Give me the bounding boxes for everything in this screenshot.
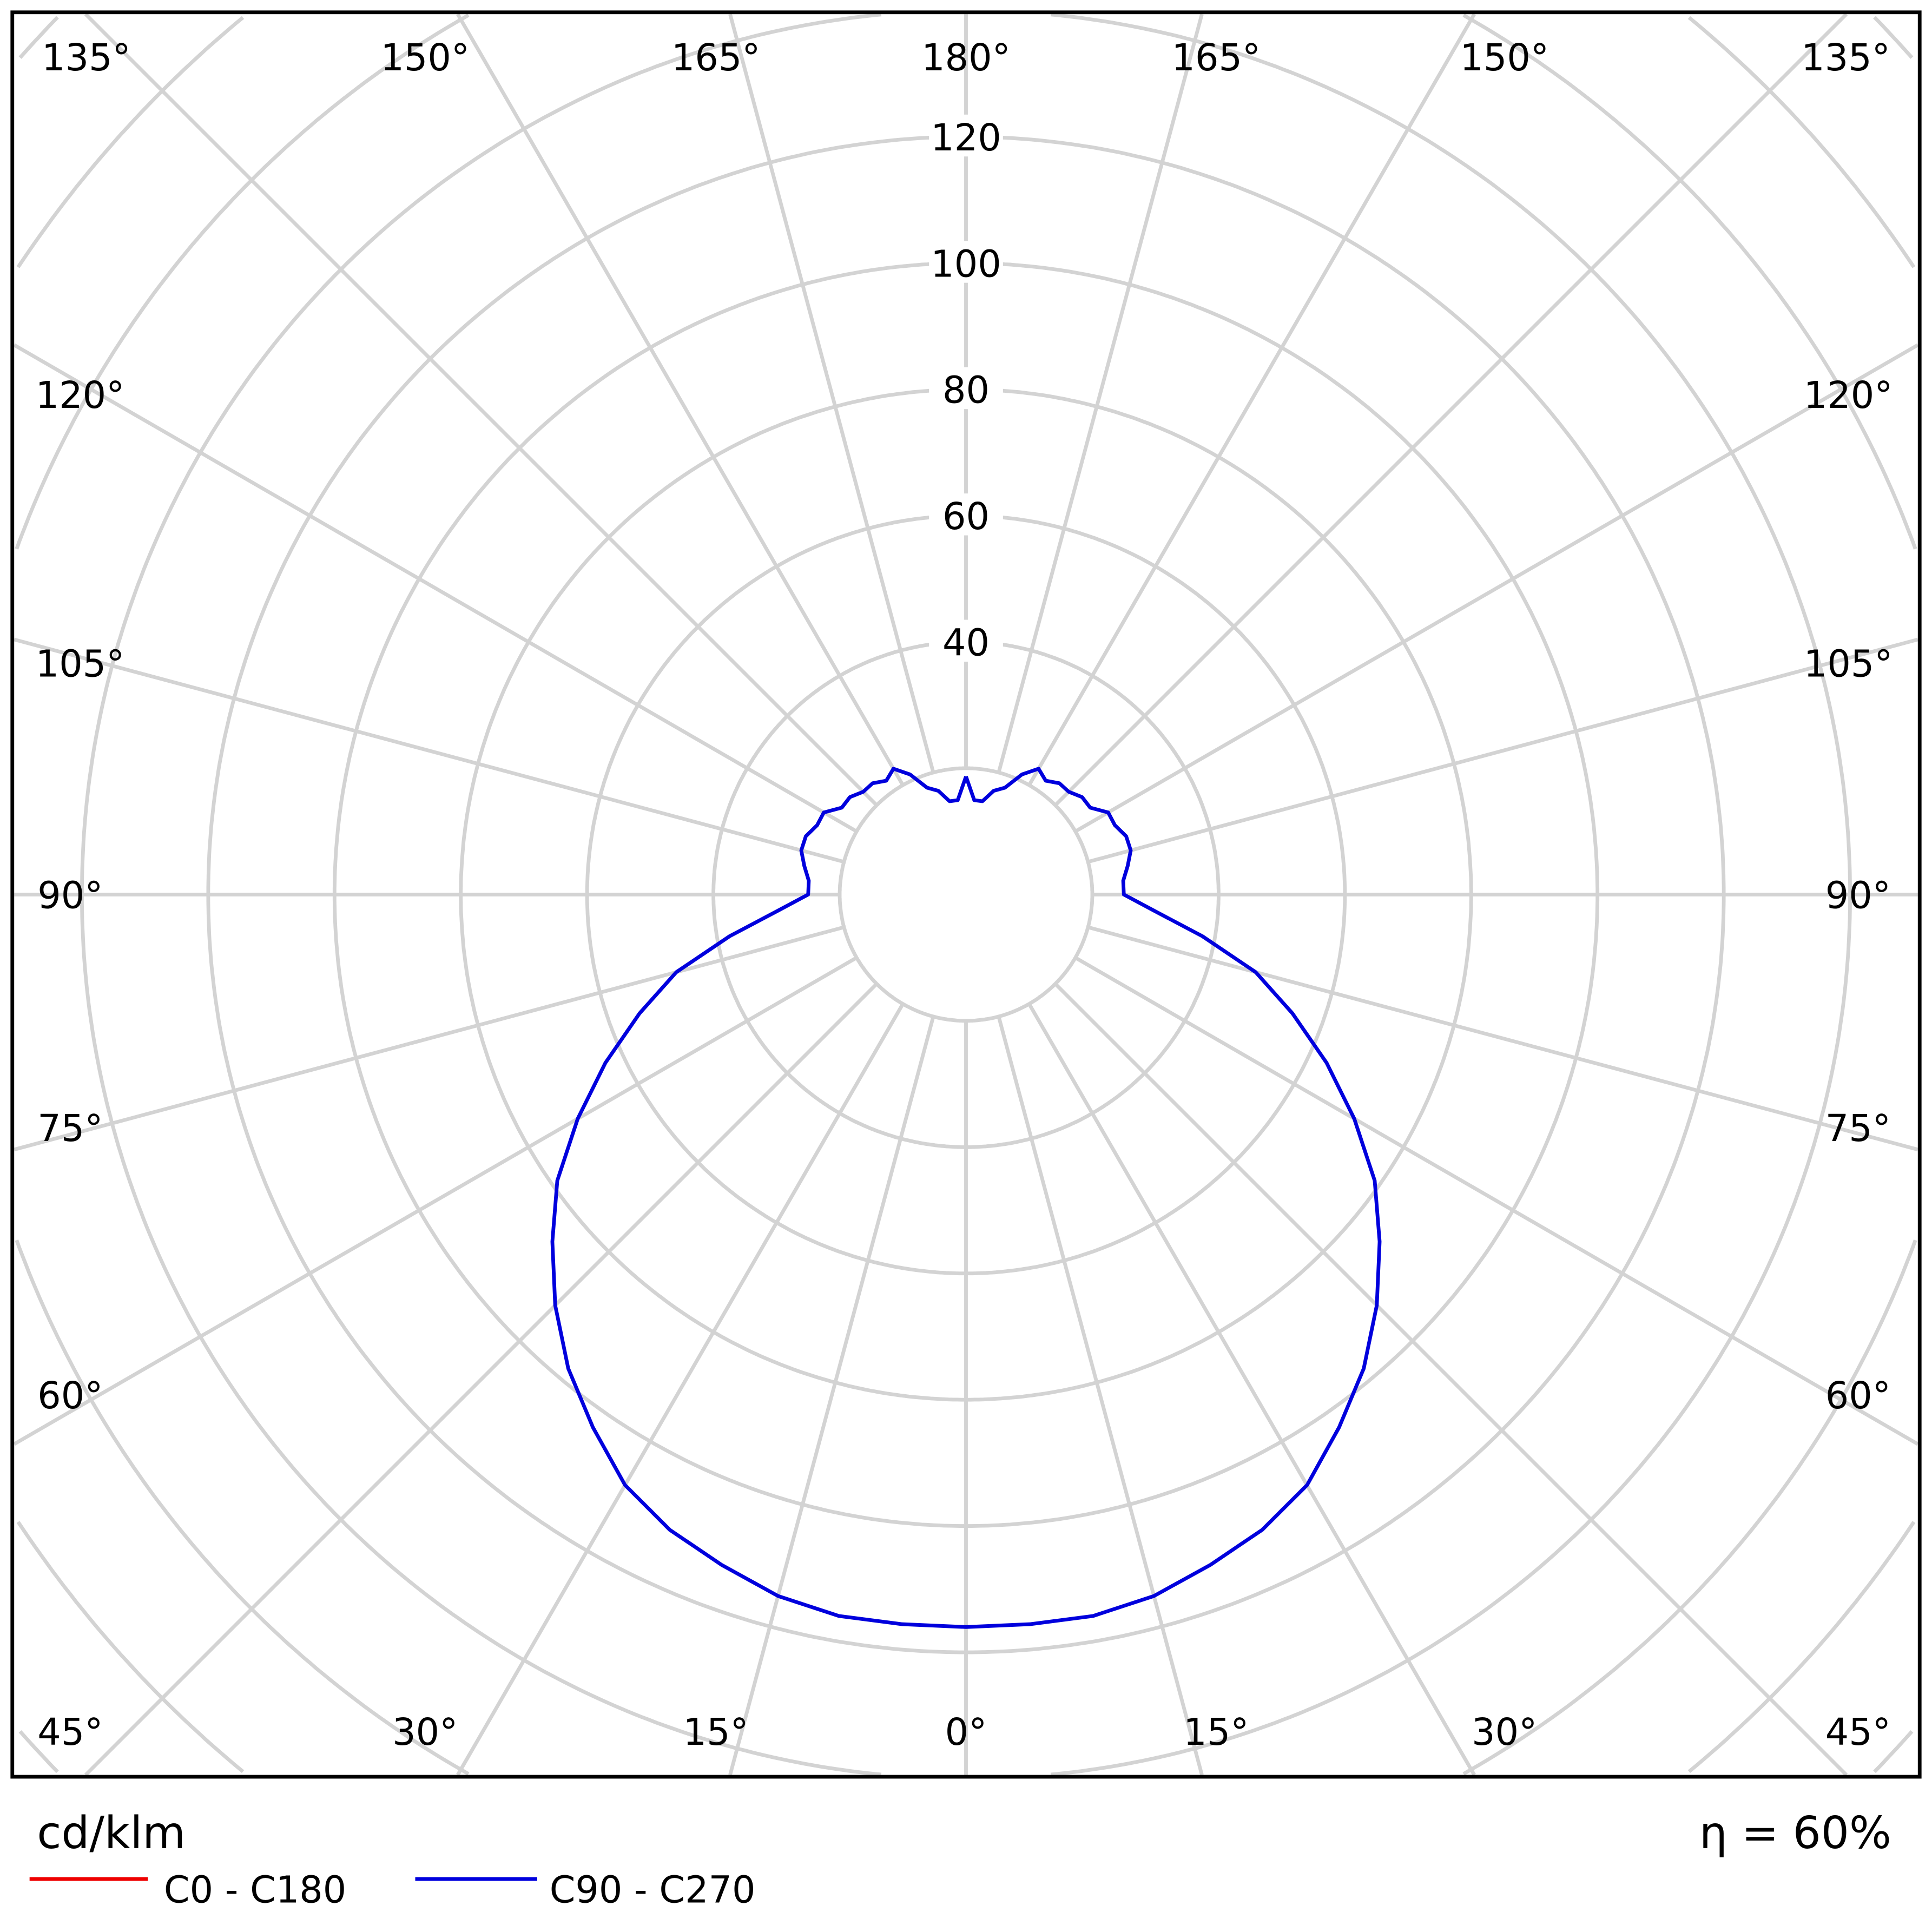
- unit-label: cd/klm: [37, 1808, 186, 1859]
- angle-tick-label: 30°: [392, 1711, 458, 1754]
- grid-ring-200: [18, 16, 59, 59]
- angle-tick-label: 105°: [1804, 643, 1893, 685]
- angle-tick-label: 150°: [380, 37, 470, 80]
- angle-tick-label: 165°: [671, 37, 761, 80]
- grid-ring-200: [1873, 1730, 1914, 1773]
- angle-tick-label: 30°: [1472, 1711, 1537, 1754]
- radial-tick-label: 40: [942, 622, 990, 665]
- grid-ring-180: [1687, 16, 1916, 268]
- grid-spoke-15: [728, 1016, 935, 1776]
- grid-spoke-165: [728, 14, 935, 773]
- angle-tick-labels: 0° 15° 15° 30° 30° 45° 45° 60° 60° 75° 75° 90° 90° 10…: [36, 37, 1893, 1754]
- angle-tick-label: 45°: [1825, 1711, 1891, 1754]
- grid-spoke-60: [1074, 956, 1919, 1446]
- grid-ring-140: [1050, 12, 1852, 895]
- grid-ring-160: [1462, 14, 1917, 550]
- angle-tick-label: 60°: [1825, 1375, 1891, 1417]
- angle-tick-label: 45°: [37, 1711, 103, 1754]
- legend-label-c0-c180: C0 - C180: [164, 1869, 346, 1911]
- radial-label-bg: [929, 619, 1003, 662]
- angle-tick-label: 135°: [42, 37, 131, 80]
- radial-tick-labels: 40 60 80 100 120: [929, 114, 1003, 665]
- angle-tick-label: 180°: [921, 37, 1011, 80]
- grid-spoke-30: [1027, 1003, 1476, 1776]
- radial-tick-label: 80: [942, 370, 990, 412]
- angle-tick-label: 90°: [37, 874, 103, 917]
- radial-tick-label: 120: [931, 117, 1001, 160]
- radial-label-bg: [929, 114, 1003, 157]
- polar-grid: [13, 12, 1919, 1777]
- angle-tick-label: 75°: [37, 1107, 103, 1150]
- grid-ring-160: [15, 1239, 470, 1776]
- angle-tick-label: 75°: [1825, 1107, 1891, 1150]
- radial-label-bg: [929, 241, 1003, 283]
- grid-ring-140: [1050, 894, 1852, 1777]
- grid-ring-160: [1462, 1239, 1917, 1776]
- efficiency-label: η = 60%: [1699, 1808, 1891, 1859]
- angle-tick-label: 0°: [945, 1711, 987, 1754]
- grid-spoke-105: [1087, 637, 1918, 864]
- grid-spoke-30: [456, 1003, 905, 1776]
- radial-tick-label: 60: [942, 496, 990, 538]
- grid-spoke-135: [84, 12, 878, 807]
- radial-tick-label: 100: [931, 243, 1001, 286]
- angle-tick-label: 90°: [1825, 874, 1891, 917]
- grid-spoke-135: [1054, 12, 1848, 807]
- curves: [550, 767, 1382, 1629]
- grid-spoke-60: [13, 956, 858, 1446]
- legend: C0 - C180 C90 - C270: [29, 1869, 756, 1911]
- grid-spoke-75: [14, 925, 845, 1152]
- angle-tick-label: 135°: [1801, 37, 1890, 80]
- angle-tick-label: 60°: [37, 1375, 103, 1417]
- radial-label-bg: [929, 367, 1003, 410]
- grid-spoke-120: [1074, 343, 1919, 833]
- grid-ring-20: [838, 766, 1094, 1023]
- grid-spoke-15: [997, 1016, 1204, 1776]
- angle-tick-label: 105°: [36, 643, 125, 685]
- grid-spoke-120: [13, 343, 858, 833]
- legend-label-c90-c270: C90 - C270: [550, 1869, 756, 1911]
- grid-spoke-150: [1027, 13, 1476, 786]
- angle-tick-label: 120°: [36, 374, 125, 417]
- grid-ring-200: [1873, 16, 1914, 59]
- grid-ring-180: [16, 1521, 245, 1773]
- grid-spoke-45: [1054, 983, 1848, 1777]
- radial-label-bg: [929, 493, 1003, 536]
- angle-tick-label: 15°: [683, 1711, 749, 1754]
- angle-tick-label: 15°: [1183, 1711, 1249, 1754]
- grid-spoke-105: [14, 637, 845, 864]
- grid-spoke-75: [1087, 925, 1918, 1152]
- grid-ring-180: [1687, 1521, 1916, 1773]
- angle-tick-label: 150°: [1460, 37, 1549, 80]
- grid-spoke-165: [997, 14, 1204, 773]
- angle-tick-label: 165°: [1172, 37, 1261, 80]
- grid-ring-180: [16, 16, 245, 268]
- grid-spoke-45: [84, 983, 878, 1777]
- series-curve-c90-c270: [550, 767, 1382, 1629]
- plot-frame: [10, 10, 1922, 1779]
- grid-ring-160: [15, 14, 470, 550]
- grid-ring-200: [18, 1730, 59, 1773]
- grid-spoke-150: [456, 13, 905, 786]
- angle-tick-label: 120°: [1804, 374, 1893, 417]
